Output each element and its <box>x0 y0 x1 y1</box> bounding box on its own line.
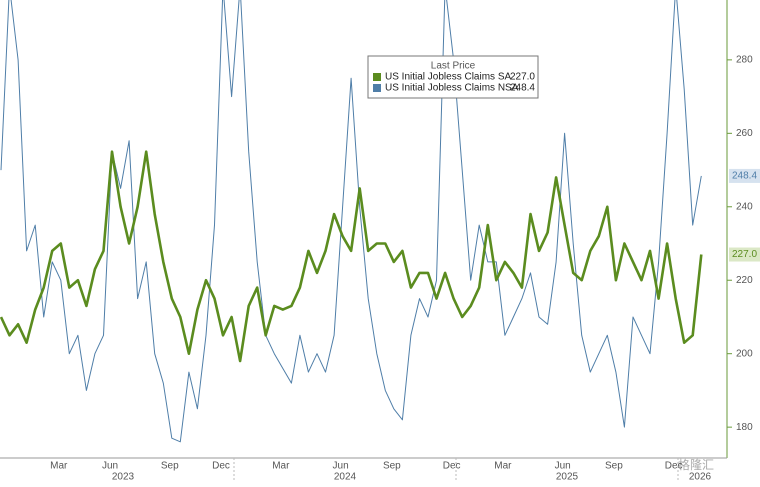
legend-box <box>367 55 539 99</box>
legend-swatch <box>373 84 381 92</box>
year-label: 2023 <box>112 472 135 482</box>
x-tick-label: Jun <box>333 461 349 472</box>
legend-label: US Initial Jobless Claims SA <box>385 72 511 83</box>
y-tick-label: 180 <box>736 422 753 433</box>
plot-area <box>0 0 703 443</box>
y-tick-label: 260 <box>736 128 753 139</box>
year-label: 2026 <box>689 472 712 482</box>
x-tick-label: Dec <box>665 461 683 472</box>
legend-title: Last Price <box>431 61 476 72</box>
legend-value: 227.0 <box>510 72 535 83</box>
x-tick-label: Mar <box>50 461 68 472</box>
last-value-badge <box>729 168 760 183</box>
last-value-label: 227.0 <box>732 249 757 260</box>
x-tick-label: Dec <box>212 461 230 472</box>
last-value-badge <box>729 247 760 262</box>
y-tick-label: 200 <box>736 348 753 359</box>
last-value-label: 248.4 <box>732 171 757 182</box>
x-tick-label: Jun <box>102 461 118 472</box>
x-tick-label: Jun <box>555 461 571 472</box>
series-line <box>0 150 703 363</box>
legend-value: 248.4 <box>510 83 535 94</box>
year-label: 2024 <box>334 472 357 482</box>
x-tick-label: Mar <box>272 461 290 472</box>
legend-label: US Initial Jobless Claims NSA <box>385 83 519 94</box>
year-label: 2025 <box>556 472 579 482</box>
x-tick-label: Sep <box>161 461 179 472</box>
watermark: 格隆汇 <box>678 457 714 472</box>
x-tick-label: Sep <box>605 461 623 472</box>
legend-swatch <box>373 73 381 81</box>
y-tick-label: 240 <box>736 201 753 212</box>
y-tick-label: 280 <box>736 55 753 66</box>
x-tick-label: Mar <box>494 461 512 472</box>
x-tick-label: Dec <box>443 461 461 472</box>
y-tick-label: 220 <box>736 275 753 286</box>
x-tick-label: Sep <box>383 461 401 472</box>
series-line <box>0 0 702 443</box>
